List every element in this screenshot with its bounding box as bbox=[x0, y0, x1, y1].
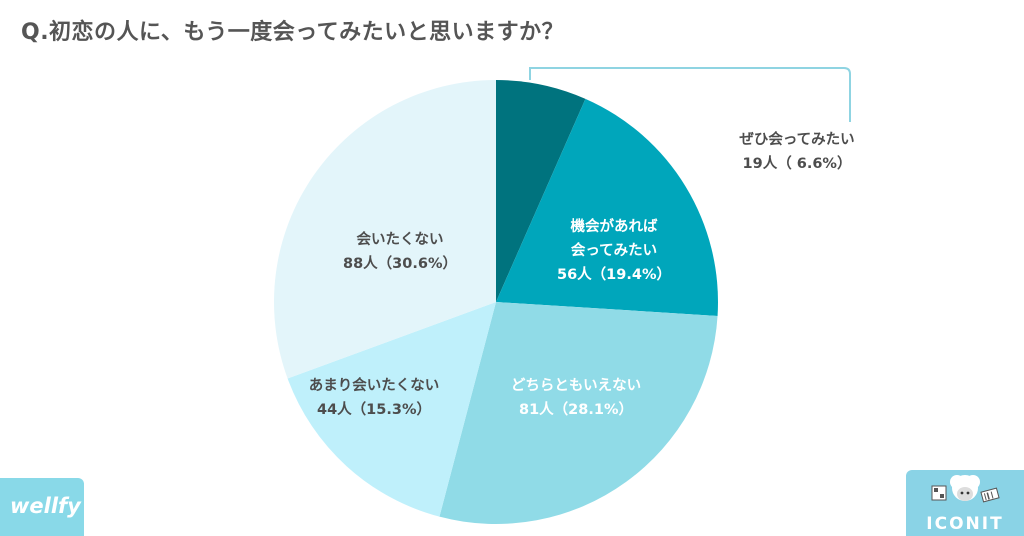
slice-value-text: 56人（19.4%） bbox=[557, 267, 671, 283]
wellfy-logo: wellfy bbox=[0, 478, 84, 536]
pie-slice-1 bbox=[496, 80, 586, 302]
pie-slice-2 bbox=[496, 98, 718, 316]
pie-slice-3 bbox=[439, 302, 718, 524]
slice-label-3: どちらともいえない 81人（28.1%） bbox=[511, 374, 641, 422]
pie-slice-5 bbox=[273, 80, 496, 379]
slice-label-2: 機会があれば 会ってみたい 56人（19.4%） bbox=[557, 215, 671, 287]
slice-label-text: 会いたくない bbox=[356, 232, 444, 248]
slice-value-text: 81人（28.1%） bbox=[519, 402, 633, 418]
chart-title: Q.初恋の人に、もう一度会ってみたいと思いますか？ bbox=[21, 20, 565, 45]
slice-label-5: 会いたくない 88人（30.6%） bbox=[343, 228, 457, 276]
pie-slice-4 bbox=[287, 302, 496, 517]
slice-label-text: ぜひ会ってみたい bbox=[739, 132, 855, 148]
slice-value-text: 44人（15.3%） bbox=[317, 402, 431, 418]
slice-value-text: 19人（ 6.6%） bbox=[742, 156, 852, 172]
slice-label-text: どちらともいえない bbox=[510, 378, 642, 394]
iconit-logo-text: ICONIT bbox=[926, 514, 1004, 534]
callout-line bbox=[529, 67, 851, 122]
slice-label-1: ぜひ会ってみたい 19人（ 6.6%） bbox=[739, 128, 854, 176]
wellfy-logo-text: wellfy bbox=[10, 494, 81, 518]
iconit-logo: ICONIT bbox=[906, 470, 1024, 536]
slice-label-4: あまり会いたくない 44人（15.3%） bbox=[309, 374, 440, 422]
slice-value-text: 88人（30.6%） bbox=[343, 256, 457, 272]
slice-label-text: 機会があれば bbox=[570, 219, 658, 235]
slice-label-text: あまり会いたくない bbox=[308, 378, 440, 394]
slice-label-text: 会ってみたい bbox=[570, 243, 658, 259]
sheep-mascot-icon bbox=[931, 475, 1000, 503]
